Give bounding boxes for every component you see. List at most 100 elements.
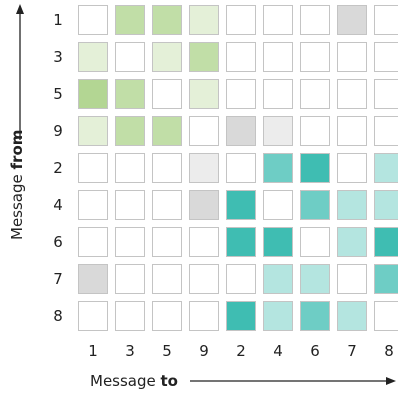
matrix-cell	[189, 116, 219, 146]
matrix-cell	[263, 5, 293, 35]
matrix-cell	[226, 79, 256, 109]
matrix-cell	[374, 5, 398, 35]
matrix-cell	[300, 116, 330, 146]
matrix-cell	[337, 153, 367, 183]
column-label: 3	[125, 342, 135, 360]
matrix-cell	[189, 153, 219, 183]
matrix-cell	[263, 153, 293, 183]
matrix-cell	[263, 116, 293, 146]
row-label: 2	[53, 159, 63, 177]
column-label: 8	[384, 342, 394, 360]
matrix-cell	[374, 227, 398, 257]
matrix-cell	[78, 227, 108, 257]
matrix-cell	[300, 79, 330, 109]
matrix-cell	[78, 264, 108, 294]
column-label: 5	[162, 342, 172, 360]
matrix-cell	[115, 301, 145, 331]
matrix-cell	[337, 264, 367, 294]
matrix-cell	[337, 116, 367, 146]
matrix-cell	[226, 227, 256, 257]
column-label: 9	[199, 342, 209, 360]
matrix-cell	[189, 5, 219, 35]
column-label: 4	[273, 342, 283, 360]
row-label: 4	[53, 196, 63, 214]
matrix-cell	[226, 153, 256, 183]
matrix-cell	[226, 264, 256, 294]
matrix-cell	[374, 301, 398, 331]
matrix-cell	[189, 227, 219, 257]
matrix-cell	[263, 227, 293, 257]
row-label: 7	[53, 270, 63, 288]
matrix-cell	[374, 264, 398, 294]
matrix-cell	[78, 190, 108, 220]
x-axis-title: Message to	[90, 372, 178, 390]
row-label: 9	[53, 122, 63, 140]
y-axis-title: Message from	[8, 129, 26, 240]
matrix-cell	[337, 227, 367, 257]
matrix-cell	[78, 301, 108, 331]
matrix-cell	[300, 153, 330, 183]
matrix-cell	[78, 116, 108, 146]
matrix-cell	[152, 227, 182, 257]
matrix-cell	[152, 42, 182, 72]
row-label: 8	[53, 307, 63, 325]
matrix-cell	[152, 79, 182, 109]
matrix-cell	[152, 190, 182, 220]
matrix-cell	[337, 301, 367, 331]
matrix-cell	[300, 227, 330, 257]
matrix-cell	[226, 190, 256, 220]
matrix-cell	[337, 42, 367, 72]
matrix-cell	[263, 190, 293, 220]
matrix-cell	[115, 153, 145, 183]
matrix-cell	[115, 264, 145, 294]
matrix-cell	[337, 79, 367, 109]
column-label: 2	[236, 342, 246, 360]
matrix-cell	[226, 5, 256, 35]
matrix-cell	[78, 42, 108, 72]
x-axis-arrow	[190, 377, 396, 385]
row-label: 1	[53, 11, 63, 29]
matrix-cell	[78, 5, 108, 35]
matrix-cell	[300, 264, 330, 294]
matrix-cell	[374, 153, 398, 183]
matrix-cell	[263, 301, 293, 331]
matrix-cell	[115, 190, 145, 220]
matrix-cell	[189, 264, 219, 294]
column-label: 1	[88, 342, 98, 360]
matrix-cell	[115, 227, 145, 257]
matrix-cell	[152, 116, 182, 146]
matrix-cell	[300, 190, 330, 220]
matrix-cell	[115, 79, 145, 109]
matrix-cell	[226, 42, 256, 72]
matrix-cell	[115, 42, 145, 72]
matrix-cell	[263, 264, 293, 294]
matrix-cell	[226, 116, 256, 146]
matrix-cell	[189, 301, 219, 331]
matrix-cell	[152, 5, 182, 35]
matrix-cell	[152, 264, 182, 294]
matrix-cell	[263, 42, 293, 72]
matrix-cell	[115, 5, 145, 35]
matrix-cell	[263, 79, 293, 109]
matrix-cell	[337, 190, 367, 220]
matrix-cell	[152, 153, 182, 183]
matrix-cell	[189, 79, 219, 109]
matrix-cell	[374, 116, 398, 146]
matrix-cell	[300, 301, 330, 331]
matrix-cell	[337, 5, 367, 35]
matrix-cell	[226, 301, 256, 331]
column-label: 7	[347, 342, 357, 360]
row-label: 3	[53, 48, 63, 66]
matrix-cell	[189, 190, 219, 220]
matrix-cell	[78, 153, 108, 183]
matrix-cell	[152, 301, 182, 331]
matrix-cell	[300, 42, 330, 72]
row-label: 5	[53, 85, 63, 103]
matrix-cell	[374, 42, 398, 72]
column-label: 6	[310, 342, 320, 360]
matrix-cell	[374, 79, 398, 109]
row-label: 6	[53, 233, 63, 251]
y-axis-arrow	[16, 4, 24, 140]
matrix-cell	[300, 5, 330, 35]
matrix-cell	[189, 42, 219, 72]
